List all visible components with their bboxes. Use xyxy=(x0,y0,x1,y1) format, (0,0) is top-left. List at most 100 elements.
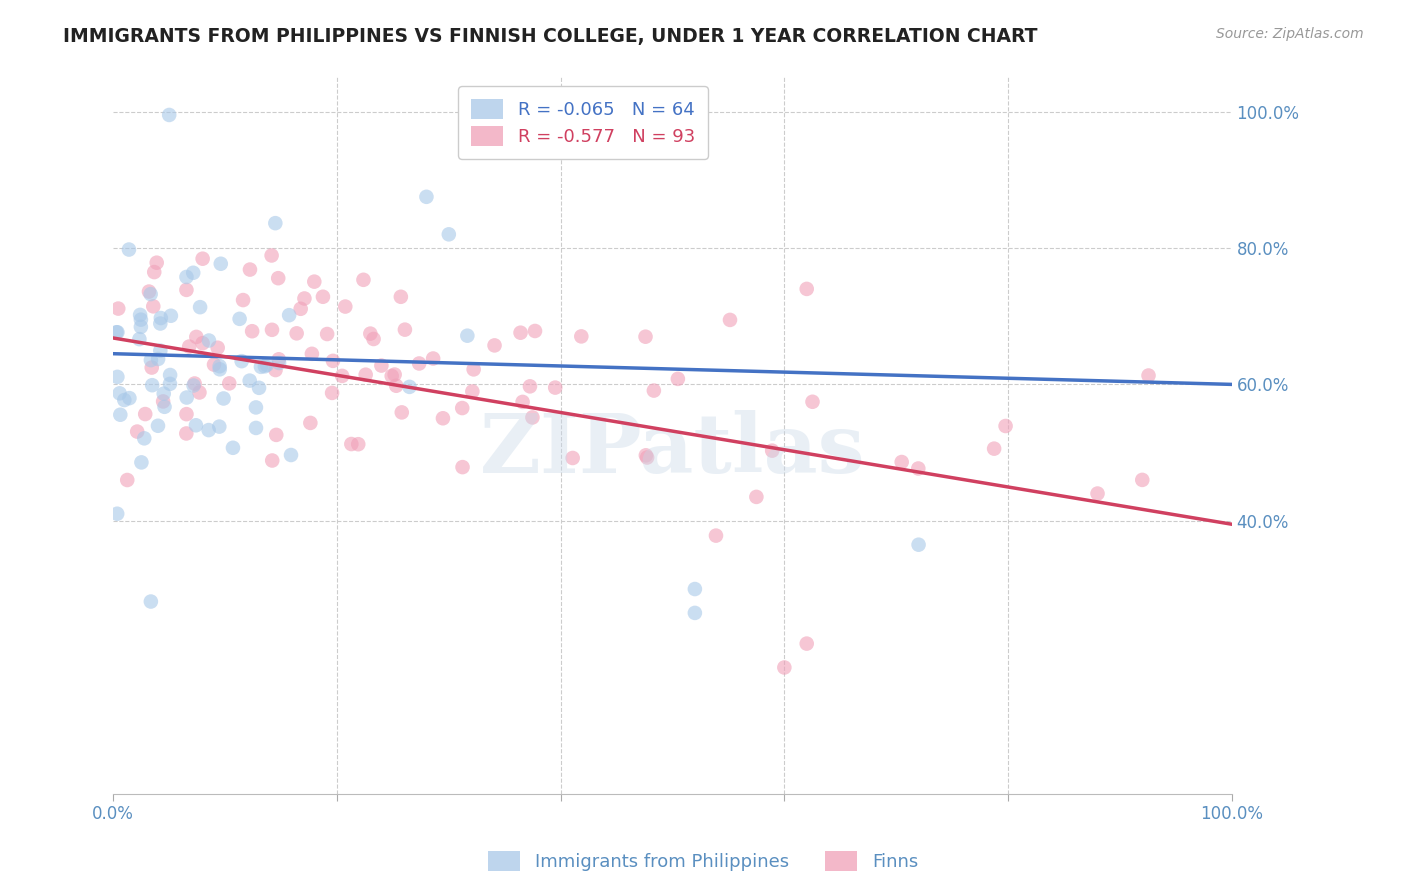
Point xyxy=(294,292,316,306)
Point xyxy=(128,332,150,346)
Point xyxy=(143,265,166,279)
Point xyxy=(152,394,174,409)
Point xyxy=(278,308,301,322)
Point xyxy=(118,243,141,257)
Point xyxy=(181,266,204,280)
Point xyxy=(484,338,506,352)
Point xyxy=(159,376,181,391)
Point xyxy=(683,582,706,596)
Point xyxy=(796,282,818,296)
Point xyxy=(304,275,326,289)
Point xyxy=(262,453,284,467)
Point xyxy=(451,401,474,415)
Point xyxy=(245,401,267,415)
Point xyxy=(149,343,172,358)
Point xyxy=(280,448,302,462)
Point xyxy=(796,637,818,651)
Point xyxy=(666,372,689,386)
Point xyxy=(188,300,211,314)
Point xyxy=(522,410,544,425)
Point xyxy=(1130,473,1153,487)
Point xyxy=(260,323,283,337)
Point xyxy=(340,437,363,451)
Point xyxy=(512,395,534,409)
Point xyxy=(267,271,290,285)
Point xyxy=(245,421,267,435)
Point xyxy=(176,269,198,284)
Point xyxy=(256,358,278,372)
Point xyxy=(718,313,741,327)
Point xyxy=(134,431,156,445)
Point xyxy=(240,324,263,338)
Point xyxy=(437,227,460,242)
Point xyxy=(184,418,207,433)
Point xyxy=(141,378,163,392)
Point xyxy=(569,329,592,343)
Point xyxy=(1087,486,1109,500)
Point xyxy=(983,442,1005,456)
Point xyxy=(432,411,454,425)
Point xyxy=(208,419,231,434)
Point xyxy=(112,392,135,407)
Point xyxy=(408,356,430,370)
Point xyxy=(107,301,129,316)
Point xyxy=(643,384,665,398)
Point xyxy=(146,351,169,366)
Point xyxy=(191,252,214,266)
Point xyxy=(394,323,416,337)
Point xyxy=(250,359,273,374)
Point xyxy=(228,311,250,326)
Point xyxy=(239,374,262,388)
Point xyxy=(139,594,162,608)
Point xyxy=(801,394,824,409)
Point xyxy=(461,384,484,399)
Point xyxy=(146,418,169,433)
Point xyxy=(761,443,783,458)
Point xyxy=(197,423,219,437)
Point xyxy=(381,369,404,384)
Text: IMMIGRANTS FROM PHILIPPINES VS FINNISH COLLEGE, UNDER 1 YEAR CORRELATION CHART: IMMIGRANTS FROM PHILIPPINES VS FINNISH C… xyxy=(63,27,1038,45)
Point xyxy=(634,448,657,462)
Point xyxy=(131,455,153,469)
Point xyxy=(232,293,254,307)
Point xyxy=(391,405,413,419)
Point xyxy=(264,363,287,377)
Point xyxy=(118,391,141,405)
Point xyxy=(285,326,308,341)
Point xyxy=(354,368,377,382)
Point xyxy=(330,368,353,383)
Point xyxy=(890,455,912,469)
Point xyxy=(129,312,152,326)
Point xyxy=(561,450,583,465)
Point xyxy=(773,660,796,674)
Legend: R = -0.065   N = 64, R = -0.577   N = 93: R = -0.065 N = 64, R = -0.577 N = 93 xyxy=(458,87,707,159)
Point xyxy=(247,381,270,395)
Point xyxy=(218,376,240,391)
Point xyxy=(134,407,156,421)
Point xyxy=(188,385,211,400)
Point xyxy=(463,362,485,376)
Point xyxy=(139,287,162,301)
Point xyxy=(370,359,392,373)
Point xyxy=(145,255,167,269)
Point xyxy=(269,356,291,370)
Point xyxy=(316,326,339,341)
Point xyxy=(138,285,160,299)
Point xyxy=(222,441,245,455)
Point xyxy=(264,428,287,442)
Point xyxy=(183,378,205,392)
Point xyxy=(191,336,214,351)
Point xyxy=(110,408,132,422)
Point xyxy=(142,299,165,313)
Point xyxy=(186,330,208,344)
Point xyxy=(176,283,198,297)
Point xyxy=(907,461,929,475)
Point xyxy=(208,359,231,374)
Point xyxy=(636,450,658,465)
Text: ZIPatlas: ZIPatlas xyxy=(479,410,865,490)
Text: Source: ZipAtlas.com: Source: ZipAtlas.com xyxy=(1216,27,1364,41)
Point xyxy=(519,379,541,393)
Point xyxy=(456,328,478,343)
Point xyxy=(704,528,727,542)
Point xyxy=(117,473,139,487)
